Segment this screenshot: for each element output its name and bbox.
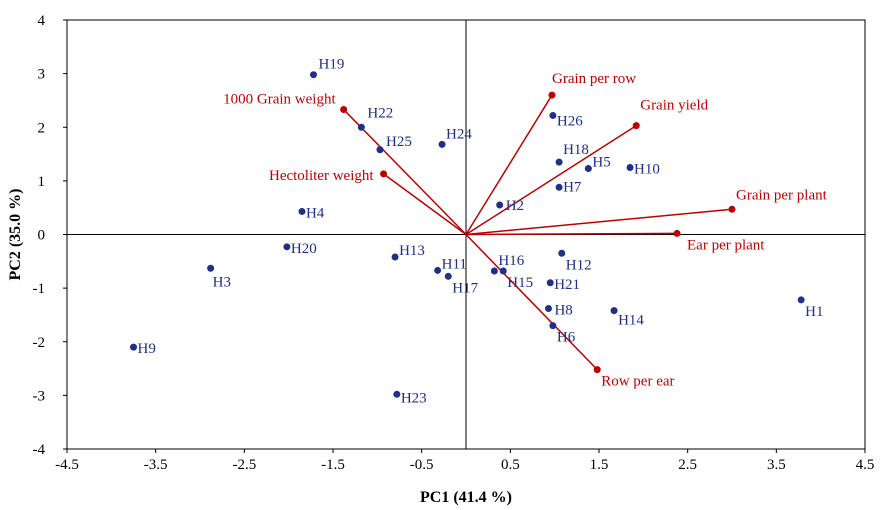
observation-label: H25	[386, 134, 412, 150]
loading-vector	[465, 125, 637, 236]
loading-point	[728, 205, 736, 213]
observation-points: H1 H2 H3 H4 H5 H6 H7 H8 H9 H10 H11 H12 H13 H14 H15 H16 H…	[130, 57, 824, 406]
x-tick-label: -0.5	[410, 457, 434, 473]
observation-label: H2	[506, 198, 524, 214]
observation-label: H22	[367, 105, 393, 121]
loading-label: Grain per plant	[736, 187, 828, 203]
observation-label: H23	[401, 390, 427, 406]
y-tick-label: 2	[38, 120, 46, 136]
observation-point	[207, 264, 215, 272]
observation-point	[549, 322, 557, 330]
y-tick-label: -1	[33, 281, 46, 297]
observation-label: H7	[563, 179, 582, 195]
loading-point	[632, 122, 640, 130]
x-tick-label: 2.5	[678, 457, 697, 473]
x-axis-title: PC1 (41.4 %)	[420, 489, 512, 506]
observation-point	[584, 165, 592, 173]
observation-label: H14	[618, 313, 644, 329]
loading-point	[380, 170, 388, 178]
loading-point	[340, 106, 348, 114]
observation-label: H9	[138, 341, 156, 357]
x-tick-label: 1.5	[590, 457, 609, 473]
observation-label: H12	[566, 257, 592, 273]
observation-point	[309, 71, 317, 79]
x-tick-labels: -4.5 -3.5 -2.5 -1.5 -0.5 0.5 1.5 2.5 3.5 4.5	[55, 449, 874, 473]
loading-label: 1000 Grain weight	[223, 92, 336, 108]
observation-label: H15	[507, 275, 533, 291]
loading-vector	[343, 109, 467, 236]
loading-point	[673, 229, 681, 237]
x-tick-label: -1.5	[321, 457, 345, 473]
loading-vector	[383, 173, 467, 236]
observation-label: H4	[306, 205, 325, 221]
observation-point	[130, 343, 137, 351]
x-tick-label: 4.5	[856, 457, 875, 473]
observation-point	[434, 266, 442, 274]
y-tick-label: 0	[38, 228, 46, 244]
observation-label: H24	[446, 126, 472, 142]
y-tick-label: -3	[33, 388, 46, 404]
observation-label: H19	[318, 57, 344, 73]
observation-label: H5	[592, 155, 610, 171]
x-tick-label: -3.5	[144, 457, 168, 473]
loading-label: Row per ear	[601, 374, 674, 390]
x-tick-label: 0.5	[501, 457, 520, 473]
observation-label: H17	[452, 280, 478, 296]
observation-point	[499, 267, 507, 275]
y-tick-label: 4	[38, 13, 46, 29]
observation-label: H20	[291, 241, 317, 257]
loading-vector	[465, 232, 678, 236]
observation-point	[490, 267, 498, 275]
loading-vector	[465, 208, 733, 236]
loading-label: Ear per plant	[687, 237, 765, 253]
observation-label: H1	[805, 304, 823, 320]
observation-point	[555, 158, 563, 166]
y-tick-label: -2	[33, 335, 46, 351]
observation-label: H8	[554, 303, 572, 319]
observation-label: H16	[498, 253, 524, 269]
observation-label: H10	[634, 161, 660, 177]
y-tick-labels: 4 3 2 1 0 -1 -2 -3 -4	[33, 13, 67, 458]
observation-point	[357, 123, 365, 131]
loading-point	[548, 91, 556, 99]
loading-label: Grain per row	[552, 71, 636, 87]
observation-label: H26	[557, 113, 583, 129]
y-tick-label: 3	[38, 67, 46, 83]
observation-label: H18	[563, 142, 589, 158]
loading-vector	[465, 94, 553, 235]
y-axis-title: PC2 (35.0 %)	[7, 189, 24, 281]
observation-label: H11	[442, 256, 467, 272]
observation-point	[496, 201, 504, 209]
observation-label: H6	[557, 330, 576, 346]
loading-point	[593, 366, 601, 374]
observation-point	[298, 207, 306, 215]
observation-point	[544, 305, 552, 313]
observation-label: H3	[213, 274, 231, 290]
observation-point	[626, 163, 634, 171]
observation-point	[610, 307, 618, 315]
loading-label: Grain yield	[640, 98, 708, 114]
observation-point	[376, 146, 384, 154]
observation-point	[558, 249, 566, 257]
observation-label: H13	[399, 243, 425, 259]
observation-point	[438, 140, 446, 148]
x-tick-label: -2.5	[232, 457, 256, 473]
y-tick-label: 1	[38, 174, 46, 190]
x-tick-label: -4.5	[55, 457, 79, 473]
observation-point	[444, 272, 452, 280]
loading-label: Hectoliter weight	[269, 168, 374, 184]
observation-point	[546, 279, 554, 287]
observation-point	[393, 390, 401, 398]
observation-point	[283, 243, 291, 251]
loading-vector	[465, 233, 598, 371]
observation-point	[391, 253, 399, 261]
observation-point	[797, 296, 805, 304]
y-tick-label: -4	[33, 442, 46, 458]
observation-point	[555, 183, 563, 191]
x-tick-label: 3.5	[767, 457, 786, 473]
observation-point	[549, 111, 557, 119]
observation-label: H21	[554, 277, 580, 293]
